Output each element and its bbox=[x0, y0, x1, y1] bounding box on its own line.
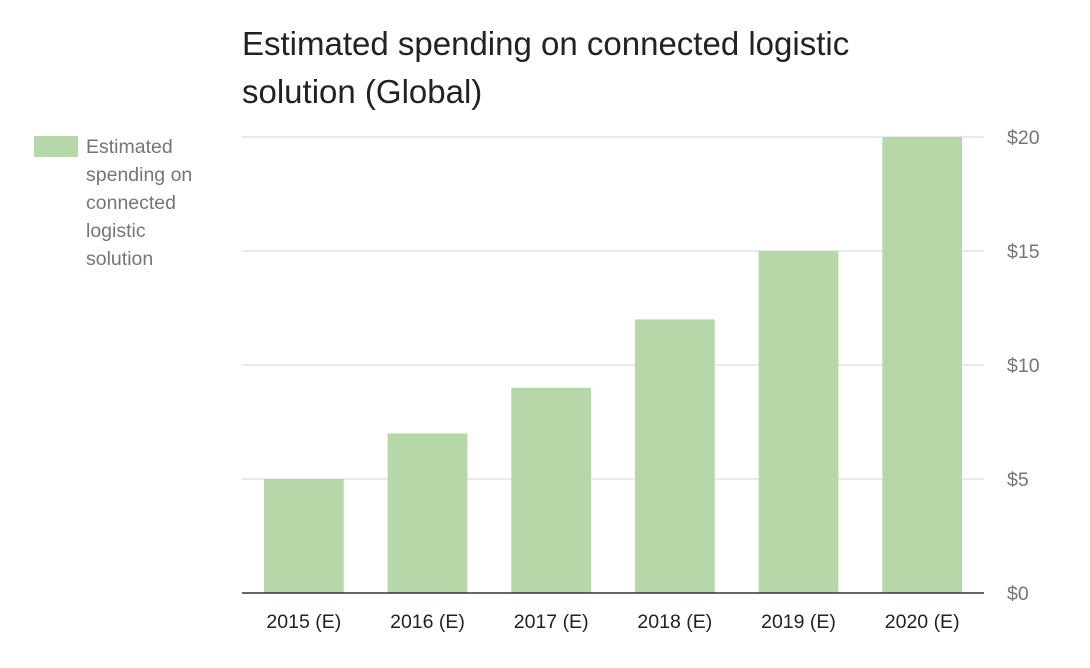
bar bbox=[758, 251, 839, 593]
legend-swatch bbox=[34, 136, 78, 157]
bars bbox=[263, 137, 963, 593]
legend-label-line-3: connected bbox=[86, 192, 176, 214]
y-tick-label: $5 bbox=[1007, 469, 1029, 491]
y-tick-label: $10 bbox=[1007, 355, 1040, 377]
legend-label-line-5: solution bbox=[86, 248, 153, 270]
chart-title: Estimated spending on connected logistic… bbox=[242, 25, 849, 110]
legend: Estimated spending on connected logistic… bbox=[34, 136, 192, 270]
legend-label-line-4: logistic bbox=[86, 220, 146, 242]
bar bbox=[511, 387, 592, 593]
y-tick-label: $15 bbox=[1007, 241, 1040, 263]
gridlines bbox=[242, 136, 984, 480]
x-axis-ticks: 2015 (E) 2016 (E) 2017 (E) 2018 (E) 2019 (E)… bbox=[266, 611, 959, 633]
x-tick-label: 2017 (E) bbox=[514, 611, 589, 633]
chart-title-line-2: solution (Global) bbox=[242, 73, 482, 110]
legend-label-line-2: spending on bbox=[86, 164, 192, 186]
x-tick-label: 2016 (E) bbox=[390, 611, 465, 633]
bar bbox=[263, 479, 344, 593]
x-tick-label: 2020 (E) bbox=[885, 611, 960, 633]
y-axis-ticks: $0 $5 $10 $15 $20 bbox=[1007, 127, 1040, 605]
bar bbox=[882, 137, 963, 593]
x-tick-label: 2015 (E) bbox=[266, 611, 341, 633]
x-tick-label: 2018 (E) bbox=[637, 611, 712, 633]
y-tick-label: $20 bbox=[1007, 127, 1040, 149]
x-tick-label: 2019 (E) bbox=[761, 611, 836, 633]
chart-title-line-1: Estimated spending on connected logistic bbox=[242, 25, 849, 62]
bar bbox=[387, 433, 468, 593]
bar bbox=[634, 319, 715, 593]
legend-label-line-1: Estimated bbox=[86, 136, 173, 158]
y-tick-label: $0 bbox=[1007, 583, 1029, 605]
